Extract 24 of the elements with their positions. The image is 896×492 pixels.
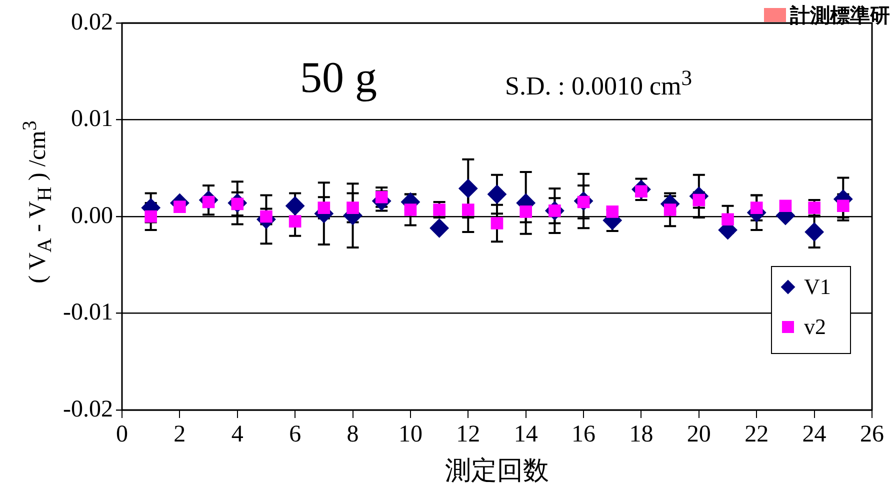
x-tick-label: 14 [514,422,538,448]
x-tick-label: 20 [686,422,711,448]
y-tick-label: -0.02 [62,396,113,422]
x-tick-label: 8 [346,422,359,448]
x-tick-label: 22 [744,422,769,448]
annotation: S.D. : 0.0010 cm$^{3}$ [505,66,692,102]
x-tick-label: 18 [629,422,654,448]
y-tick-label: -0.01 [62,300,113,326]
legend-label: v2 [804,314,826,340]
x-tick-label: 2 [174,422,186,448]
x-tick-label: 10 [398,422,422,448]
x-axis-title: 測定回数 [444,456,549,486]
x-tick-label: 12 [456,422,480,448]
y-tick-label: 0.00 [70,202,113,229]
text: 50 g [300,52,377,103]
x-tick-label: 0 [116,422,128,448]
x-tick-label: 6 [289,422,302,448]
legend-label: V1 [804,274,831,300]
y-tick-label: 0.02 [70,9,113,36]
x-tick-label: 16 [572,422,596,448]
x-tick-label: 24 [802,422,826,448]
x-tick-label: 26 [860,422,884,448]
y-tick-label: 0.01 [70,106,113,132]
x-tick-label: 4 [231,422,244,448]
